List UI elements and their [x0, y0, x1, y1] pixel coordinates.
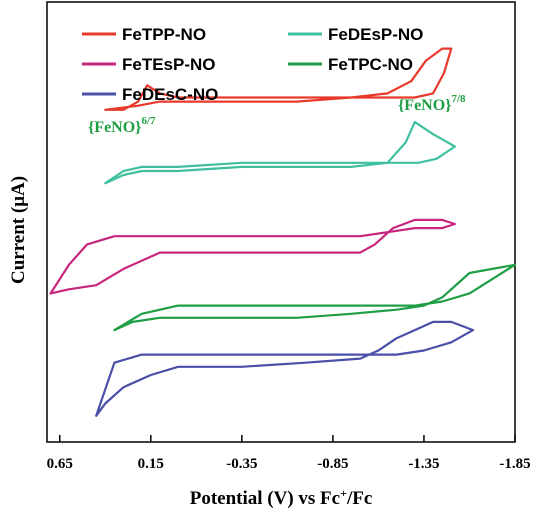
- x-tick-label: -1.85: [499, 456, 530, 472]
- legend-label: FeDEsC-NO: [122, 85, 218, 104]
- annotations: {FeNO}6/7 {FeNO}7/8: [88, 93, 466, 136]
- series-line-fetpp-no: [104, 47, 453, 111]
- x-axis-label: Potential (V) vs Fc+/Fc: [190, 486, 373, 509]
- y-axis-label: Current (μA): [8, 176, 29, 284]
- plot-frame: [46, 1, 516, 443]
- series-lines: [49, 47, 517, 417]
- legend: FeTPP-NO FeDEsP-NO FeTEsP-NO FeTPC-NO FeDEsC…: [82, 25, 423, 104]
- legend-label: FeTPC-NO: [328, 55, 413, 74]
- x-tick-label: -0.85: [317, 456, 348, 472]
- legend-label: FeTEsP-NO: [122, 55, 216, 74]
- series-line-fetpc-no: [113, 263, 517, 332]
- x-tick-label: -0.35: [226, 456, 257, 472]
- annotation: {FeNO}7/8: [398, 93, 466, 114]
- legend-label: FeTPP-NO: [122, 25, 206, 44]
- x-ticks: 0.65 0.15 -0.35 -0.85 -1.35 -1.85: [47, 435, 531, 472]
- legend-label: FeDEsP-NO: [328, 25, 423, 44]
- annotation: {FeNO}6/7: [88, 115, 156, 136]
- series-line-fetesp-no: [49, 218, 456, 295]
- x-tick-label: 0.65: [47, 456, 73, 472]
- x-tick-label: -1.35: [408, 456, 439, 472]
- series-line-fedesp-no: [104, 120, 456, 185]
- x-tick-label: 0.15: [138, 456, 164, 472]
- series-line-fedesc-no: [95, 320, 475, 417]
